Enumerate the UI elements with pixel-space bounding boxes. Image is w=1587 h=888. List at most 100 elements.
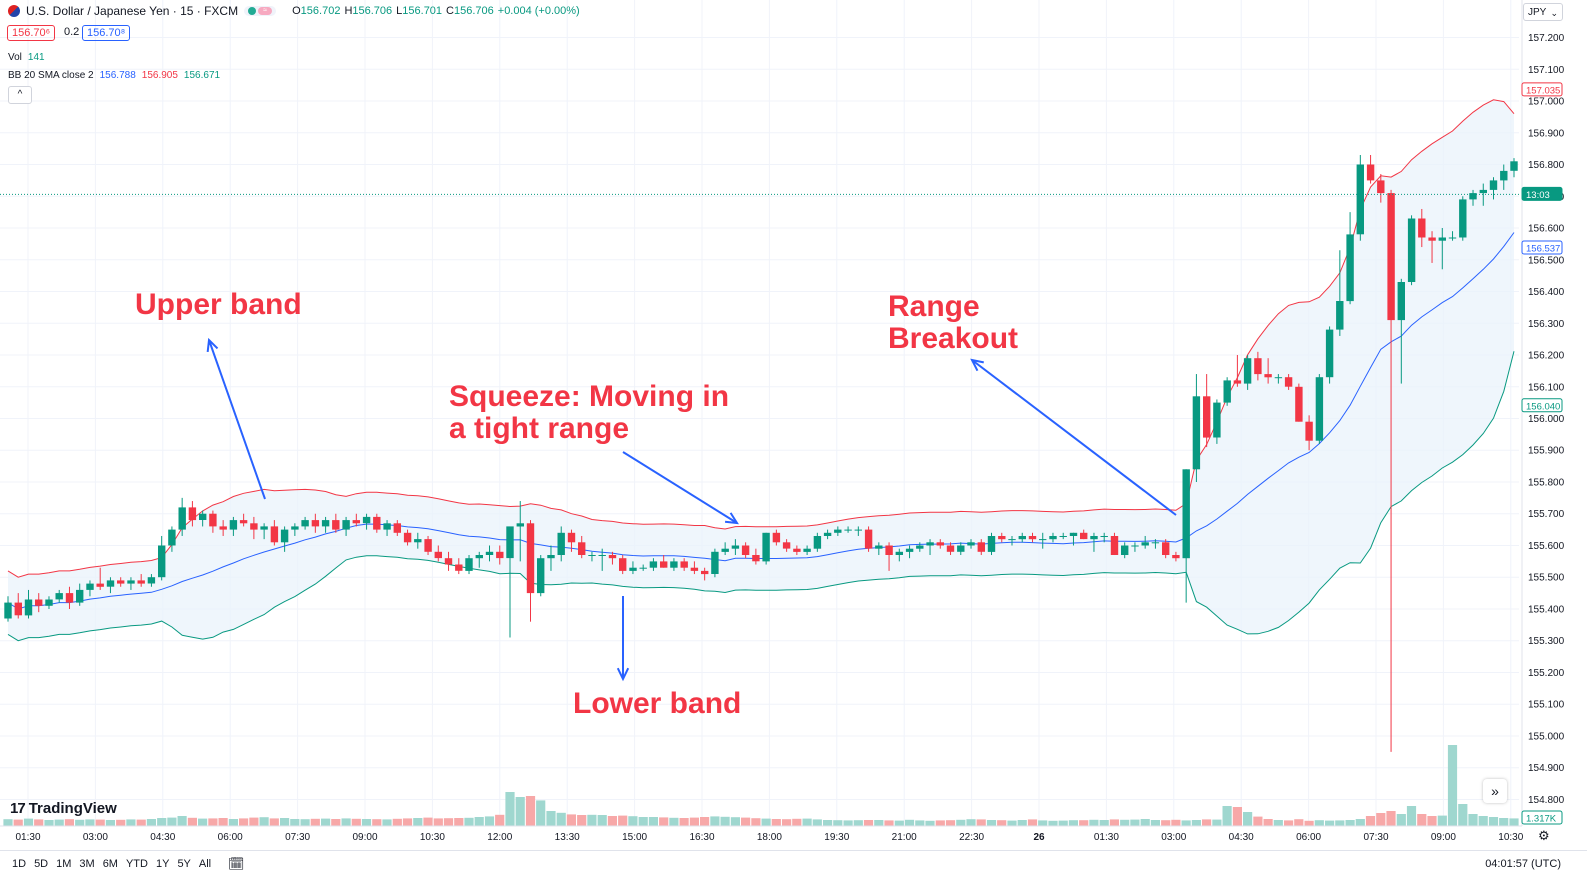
volume-bar: [812, 819, 822, 826]
candle-body: [168, 529, 176, 546]
volume-bar: [300, 819, 310, 826]
candle-body: [1100, 536, 1108, 537]
candle-body: [1192, 396, 1201, 470]
range-3m[interactable]: 3M: [79, 858, 95, 870]
volume-price-tag-text: 1.317K: [1526, 814, 1557, 825]
volume-bar: [1273, 820, 1283, 826]
candle-body: [516, 523, 524, 527]
price-axis-bg: [1522, 0, 1587, 850]
volume-bar: [1099, 820, 1109, 826]
bb-indicator-legend[interactable]: BB 20 SMA close 2 156.788 156.905 156.671: [8, 70, 220, 81]
time-tick-label: 06:00: [218, 832, 243, 843]
volume-bar: [966, 819, 976, 826]
candle-body: [24, 599, 33, 616]
symbol-title[interactable]: U.S. Dollar / Japanese Yen · 15 · FXCM: [26, 4, 239, 18]
candle-body: [701, 570, 709, 575]
price-tick-label: 157.200: [1528, 33, 1565, 44]
price-tick-label: 156.400: [1528, 287, 1565, 298]
volume-bar: [556, 812, 566, 826]
volume-bar: [259, 817, 269, 826]
volume-bar: [126, 819, 136, 826]
candle-body: [803, 548, 811, 552]
currency-select[interactable]: JPY ⌄: [1523, 3, 1563, 21]
volume-bar: [1038, 820, 1048, 826]
volume-bar: [607, 816, 617, 826]
volume-bar: [1458, 804, 1468, 826]
go-to-date-calendar-icon[interactable]: 🗓: [228, 856, 245, 871]
annotation-lower-band: Lower band: [573, 687, 742, 720]
candle-body: [741, 545, 750, 555]
time-tick-label: 06:00: [1296, 832, 1321, 843]
candle-body: [76, 589, 84, 603]
volume-bar: [290, 819, 300, 826]
candle-body: [1254, 358, 1262, 375]
volume-value: 141: [27, 52, 45, 63]
candle-body: [1356, 164, 1364, 235]
range-1m[interactable]: 1M: [56, 858, 72, 870]
volume-indicator-legend[interactable]: Vol 141: [8, 52, 45, 63]
date-range-selector: 1D 5D 1M 3M 6M YTD 1Y 5Y All: [12, 858, 211, 870]
scroll-to-realtime-button[interactable]: »: [1483, 779, 1507, 803]
volume-bar: [1232, 807, 1242, 826]
candle-body: [1510, 161, 1518, 171]
candle-body: [311, 520, 320, 527]
range-5y[interactable]: 5Y: [177, 858, 191, 870]
candle-body: [619, 558, 627, 571]
time-tick-label: 07:30: [1363, 832, 1388, 843]
candle-body: [250, 523, 258, 530]
candle-body: [629, 567, 637, 571]
time-tick-label: 01:30: [15, 832, 40, 843]
price-tick-label: 155.300: [1528, 636, 1565, 647]
chevron-down-icon: ⌄: [1550, 8, 1558, 18]
collapse-legend-button[interactable]: ^: [8, 86, 32, 104]
candle-body: [260, 526, 268, 530]
range-5d[interactable]: 5D: [34, 858, 49, 870]
candle-body: [1305, 421, 1313, 441]
market-status-pill[interactable]: ≈: [244, 6, 277, 16]
candle-body: [813, 536, 822, 549]
volume-bar: [1048, 820, 1058, 826]
arrow-lower-band: [616, 596, 630, 682]
time-tick-label: 10:30: [420, 832, 445, 843]
candle-body: [137, 580, 145, 584]
range-ytd[interactable]: YTD: [125, 858, 148, 870]
candle-body: [598, 555, 606, 556]
volume-bar: [413, 818, 423, 826]
utc-clock[interactable]: 04:01:57 (UTC): [1485, 858, 1561, 870]
range-all[interactable]: All: [198, 858, 212, 870]
volume-bar: [105, 820, 115, 826]
candle-body: [1213, 402, 1221, 438]
tradingview-logo[interactable]: 17 TradingView: [10, 800, 117, 817]
price-tick-label: 154.800: [1528, 795, 1565, 806]
candle-body: [506, 526, 514, 559]
price-tick-label: 156.300: [1528, 319, 1565, 330]
volume-bar: [1089, 819, 1099, 826]
volume-bar: [249, 817, 259, 826]
volume-bar: [167, 817, 177, 826]
candle-body: [393, 523, 401, 533]
candle-body: [936, 542, 944, 546]
price-tick-label: 156.200: [1528, 351, 1565, 362]
volume-bar: [351, 818, 361, 826]
buy-price-button[interactable]: 156.70⁸: [82, 25, 131, 41]
ohlc-open: O156.702: [292, 5, 341, 17]
volume-bar: [218, 818, 228, 826]
volume-bar: [1140, 819, 1150, 826]
range-1d[interactable]: 1D: [12, 858, 27, 870]
volume-bar: [976, 819, 986, 826]
volume-bar: [402, 818, 413, 826]
candle-body: [291, 526, 299, 530]
candle-body: [1110, 536, 1119, 555]
range-6m[interactable]: 6M: [102, 858, 118, 870]
range-1y[interactable]: 1Y: [155, 858, 170, 870]
volume-bar: [1058, 820, 1068, 826]
candle-body: [65, 593, 74, 603]
volume-bar: [894, 820, 904, 826]
arrow-lower-band-head: [616, 667, 630, 682]
chart-settings-gear-icon[interactable]: ⚙: [1538, 828, 1550, 843]
candle-body: [752, 555, 760, 562]
sell-price-button[interactable]: 156.70⁶: [7, 25, 56, 41]
candle-body: [588, 555, 596, 556]
price-tick-label: 155.100: [1528, 700, 1565, 711]
